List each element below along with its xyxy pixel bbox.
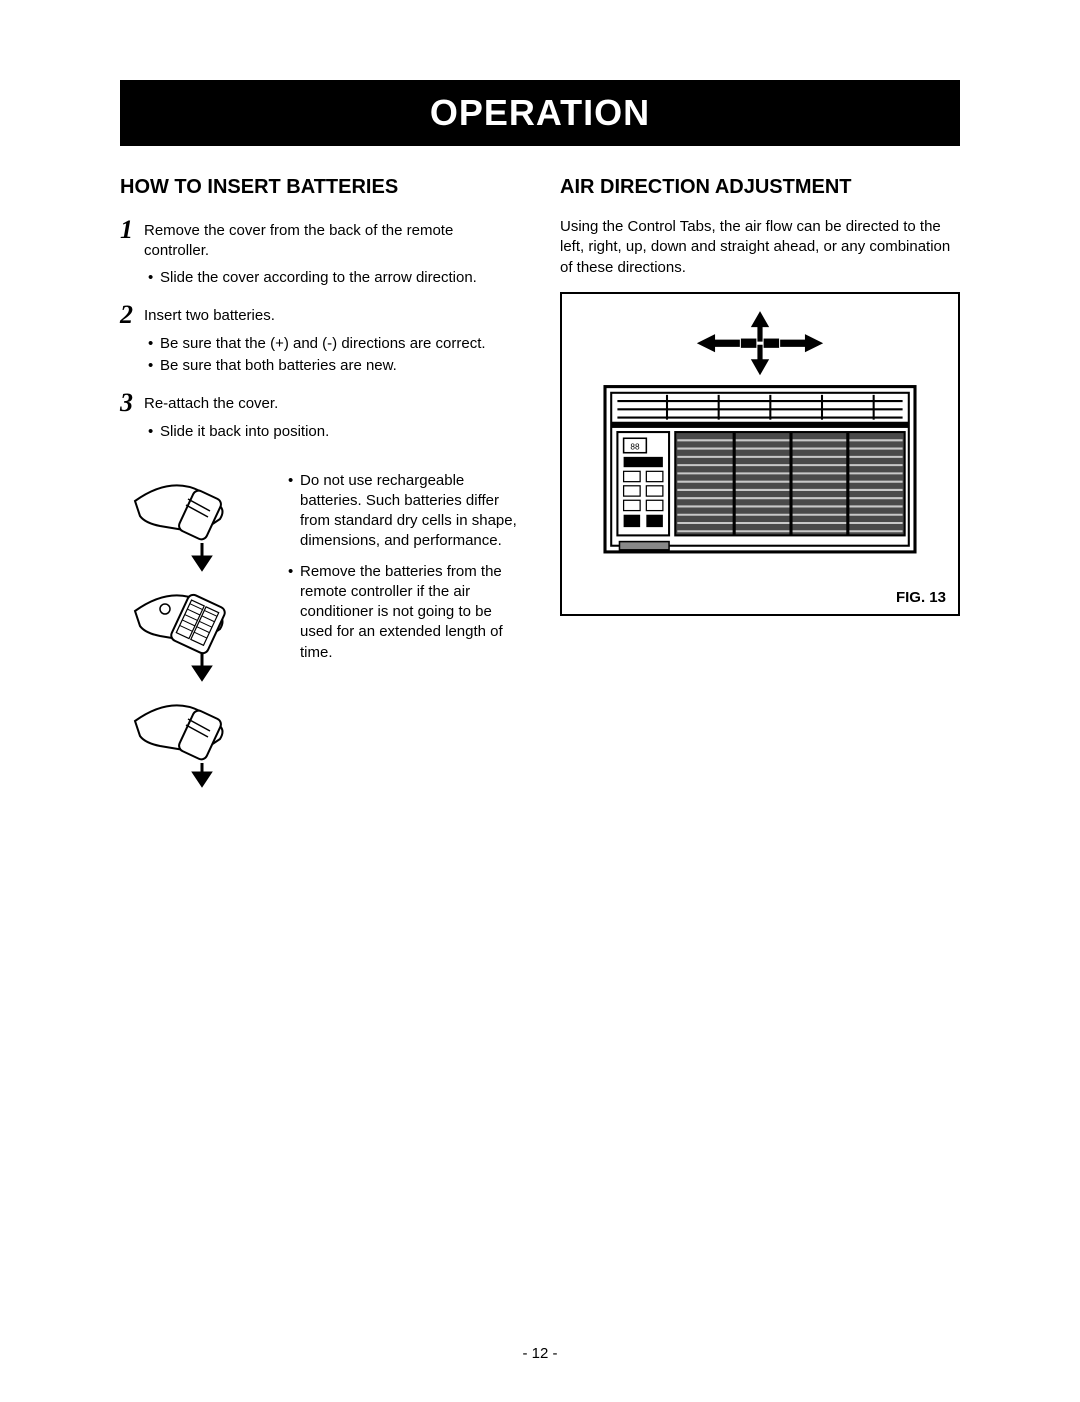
- air-direction-heading: AIR DIRECTION ADJUSTMENT: [560, 176, 960, 199]
- svg-text:88: 88: [630, 442, 640, 451]
- batteries-heading: HOW TO INSERT BATTERIES: [120, 176, 520, 199]
- list-item: Remove the batteries from the remote con…: [288, 562, 520, 663]
- step-1: 1 Remove the cover from the back of the …: [120, 217, 520, 262]
- step-2: 2 Insert two batteries.: [120, 302, 520, 328]
- step-1-number: 1: [120, 217, 144, 243]
- step-3: 3 Re-attach the cover.: [120, 390, 520, 416]
- list-item: Be sure that both batteries are new.: [148, 356, 520, 376]
- content-columns: HOW TO INSERT BATTERIES 1 Remove the cov…: [120, 176, 960, 796]
- list-item: Do not use rechargeable batteries. Such …: [288, 471, 520, 552]
- step-2-bullets: Be sure that the (+) and (-) directions …: [148, 334, 520, 377]
- remote-steps-illustration: [120, 471, 270, 791]
- notes-row: Do not use rechargeable batteries. Such …: [120, 471, 520, 796]
- step-3-bullets: Slide it back into position.: [148, 422, 520, 442]
- step-2-text: Insert two batteries.: [144, 302, 275, 326]
- right-column: AIR DIRECTION ADJUSTMENT Using the Contr…: [560, 176, 960, 796]
- remote-illustrations: [120, 471, 270, 796]
- list-item: Be sure that the (+) and (-) directions …: [148, 334, 520, 354]
- figure-13-caption: FIG. 13: [574, 589, 946, 606]
- page-number: - 12 -: [0, 1345, 1080, 1362]
- air-direction-intro: Using the Control Tabs, the air flow can…: [560, 217, 960, 278]
- list-item: Slide the cover according to the arrow d…: [148, 268, 520, 288]
- step-1-text: Remove the cover from the back of the re…: [144, 217, 520, 262]
- step-1-bullets: Slide the cover according to the arrow d…: [148, 268, 520, 288]
- ac-unit-diagram: 88: [574, 306, 946, 575]
- page-title-bar: OPERATION: [120, 80, 960, 146]
- battery-notes: Do not use rechargeable batteries. Such …: [288, 471, 520, 796]
- step-2-number: 2: [120, 302, 144, 328]
- left-column: HOW TO INSERT BATTERIES 1 Remove the cov…: [120, 176, 520, 796]
- step-3-text: Re-attach the cover.: [144, 390, 278, 414]
- step-3-number: 3: [120, 390, 144, 416]
- figure-13-box: 88: [560, 292, 960, 617]
- list-item: Slide it back into position.: [148, 422, 520, 442]
